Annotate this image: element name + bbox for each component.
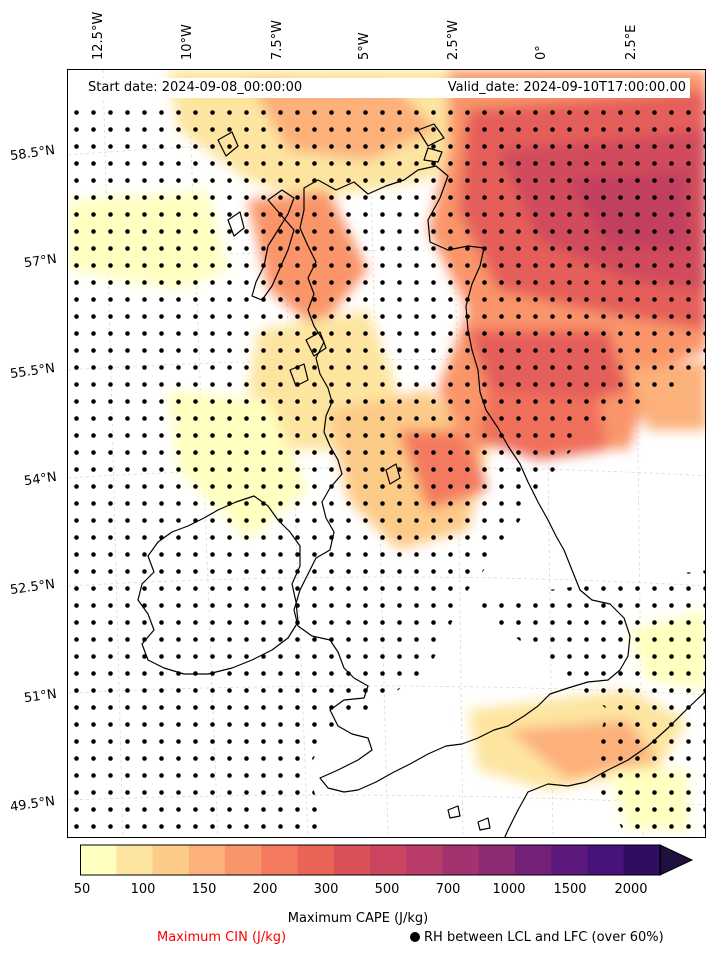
lon-label-10w: 10°W	[180, 24, 195, 60]
cin-label: Maximum CIN (J/kg)	[157, 930, 287, 945]
colorbar-cell	[333, 845, 371, 875]
lon-label-2-5w: 2.5°W	[446, 19, 461, 60]
lon-label-0: 0°	[534, 45, 549, 60]
lon-label-7-5w: 7.5°W	[270, 19, 285, 60]
colorbar-cell	[551, 845, 588, 875]
date-banner	[80, 78, 690, 98]
cape-label: Maximum CAPE (J/kg)	[287, 911, 429, 926]
colorbar-cell	[515, 845, 552, 875]
colorbar-tick-50: 50	[73, 882, 91, 897]
colorbar-cell	[623, 845, 661, 875]
colorbar-cell	[442, 845, 480, 875]
lon-label-5w: 5°W	[357, 32, 372, 60]
colorbar-tick-2000: 2000	[614, 882, 648, 897]
colorbar-extend-arrow	[659, 844, 694, 876]
cape-colorbar	[80, 844, 694, 876]
lat-label-54n: 54°N	[23, 469, 58, 490]
colorbar-tick-500: 500	[374, 882, 400, 897]
colorbar-tick-1000: 1000	[492, 882, 526, 897]
colorbar-cell	[370, 845, 407, 875]
lat-label-55-5n: 55.5°N	[9, 360, 56, 383]
colorbar-tick-100: 100	[130, 882, 156, 897]
colorbar-tick-1500: 1500	[553, 882, 587, 897]
colorbar-cell	[587, 845, 625, 875]
colorbar-tick-700: 700	[435, 882, 461, 897]
lat-label-51n: 51°N	[23, 686, 58, 707]
colorbar-cell	[297, 845, 335, 875]
rh-legend: RH between LCL and LFC (over 60%)	[410, 930, 664, 945]
start-date: Start date: 2024-09-08_00:00:00	[88, 80, 303, 95]
colorbar-cell	[188, 845, 226, 875]
lon-label-12-5w: 12.5°W	[91, 11, 106, 60]
colorbar-cell	[261, 845, 298, 875]
valid-date: Valid_date: 2024-09-10T17:00:00.00	[447, 80, 686, 95]
lat-label-49-5n: 49.5°N	[9, 793, 56, 816]
colorbar-cell	[406, 845, 443, 875]
lat-label-58-5n: 58.5°N	[9, 142, 56, 165]
colorbar-tick-300: 300	[313, 882, 339, 897]
coastlines	[137, 123, 705, 837]
lat-label-57n: 57°N	[23, 251, 58, 272]
map-frame	[67, 69, 706, 838]
map-canvas	[68, 70, 705, 837]
colorbar-tick-200: 200	[252, 882, 278, 897]
colorbar-cell	[225, 845, 262, 875]
colorbar-cell	[478, 845, 516, 875]
colorbar-cell	[152, 845, 190, 875]
colorbar-cell	[116, 845, 153, 875]
rh-legend-label: RH between LCL and LFC (over 60%)	[424, 930, 664, 945]
lon-label-2-5e: 2.5°E	[624, 24, 639, 60]
lat-label-52-5n: 52.5°N	[9, 576, 56, 599]
rh-dot-icon	[410, 932, 420, 942]
colorbar-tick-150: 150	[191, 882, 217, 897]
colorbar-cell	[80, 845, 117, 875]
